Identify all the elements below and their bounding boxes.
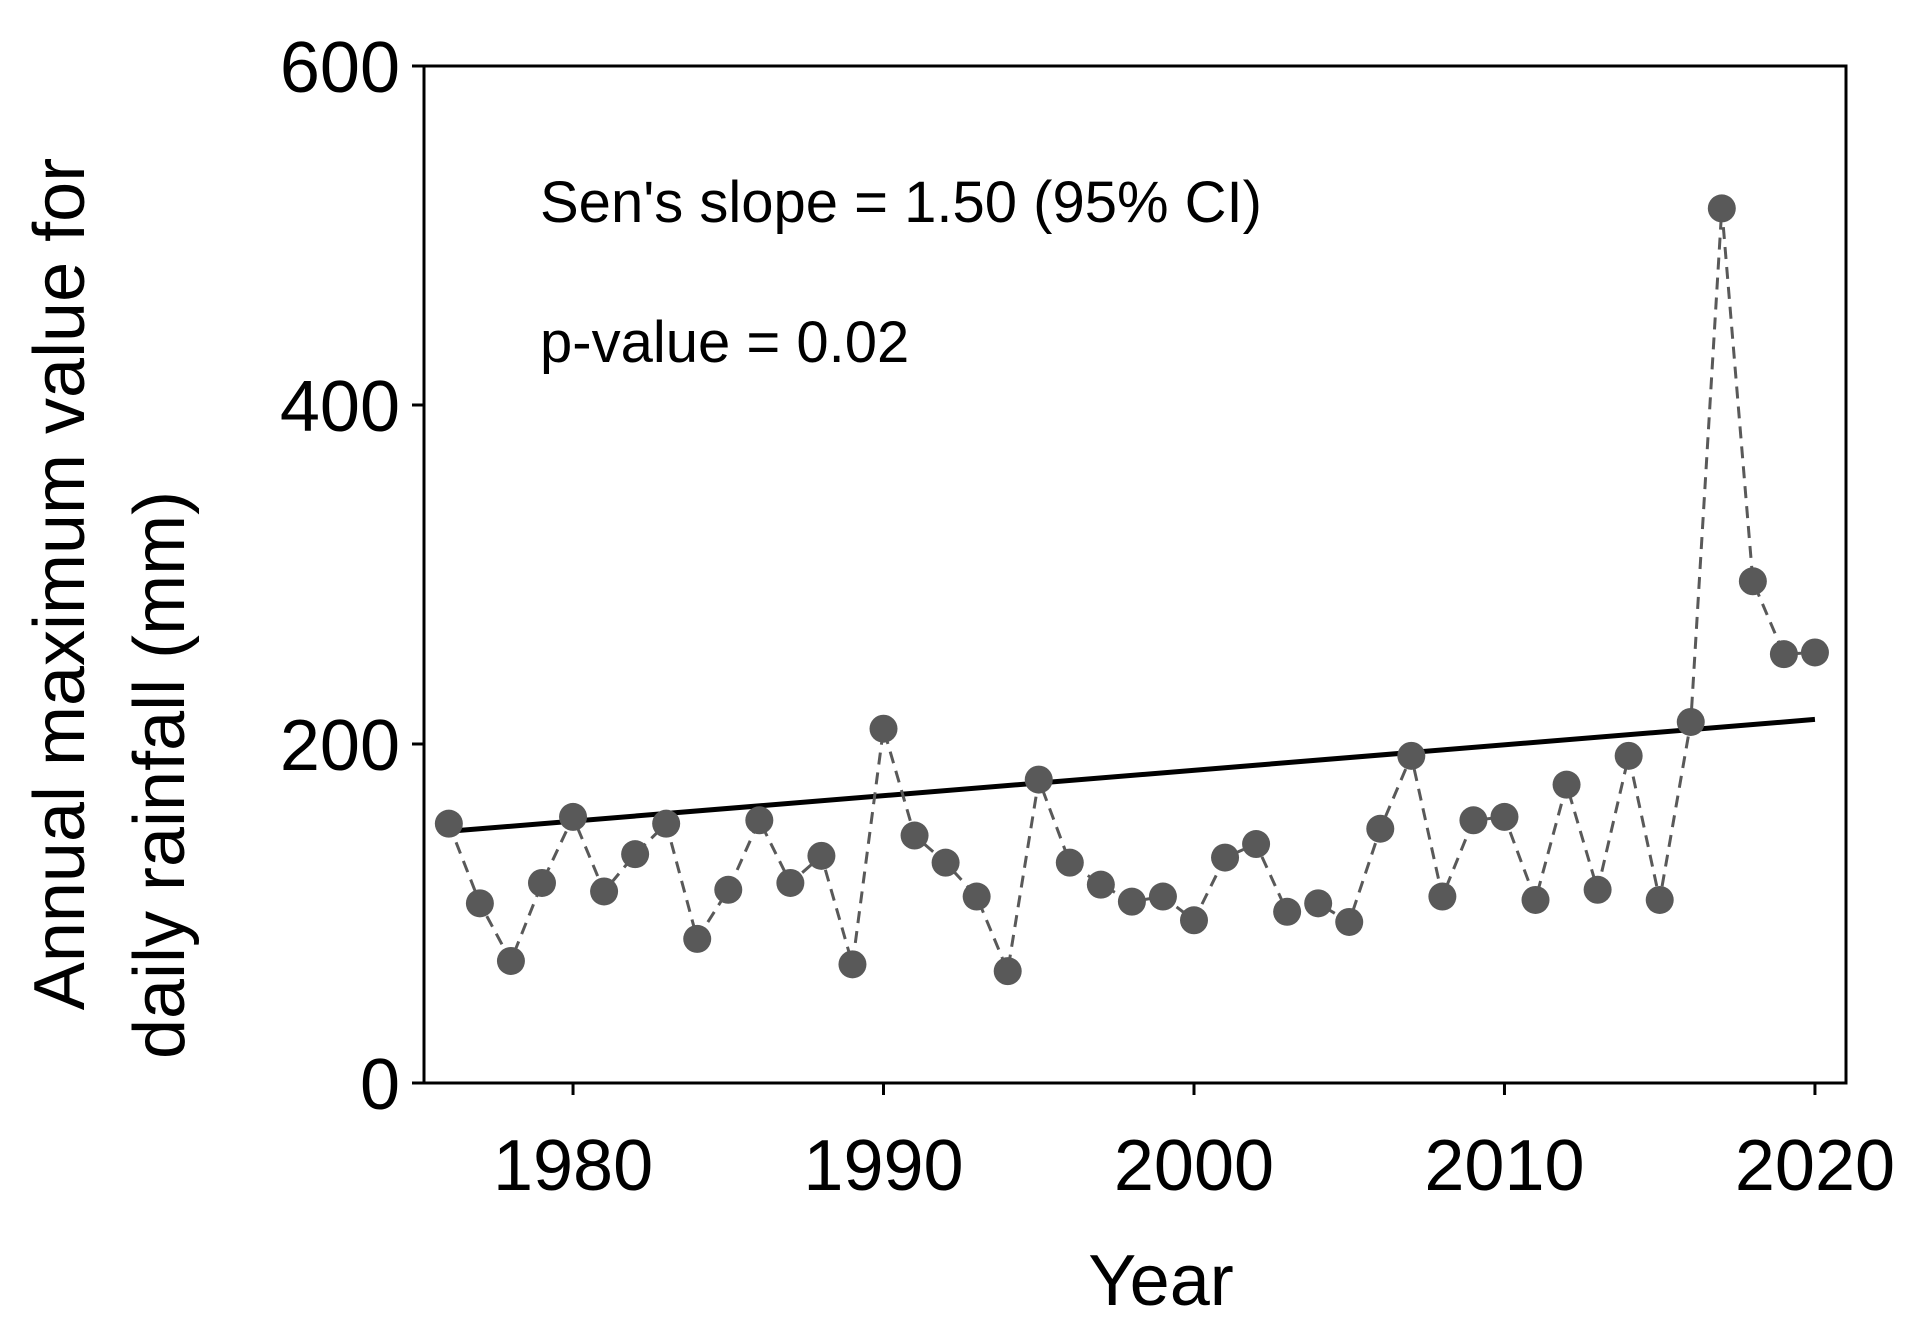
rainfall-data-point	[1645, 885, 1674, 914]
rainfall-data-point	[838, 950, 867, 979]
plot-layer: 0 200 400 600 1980 1990 2000 2010 2020	[280, 28, 1895, 1206]
x-tick-label: 2000	[1114, 1126, 1274, 1206]
rainfall-data-point	[1304, 889, 1333, 918]
rainfall-data-point	[993, 957, 1022, 986]
rainfall-data-point	[869, 714, 898, 743]
x-tick-label: 2010	[1424, 1126, 1584, 1206]
rainfall-data-point	[1738, 567, 1767, 596]
rainfall-data-point	[1366, 814, 1395, 843]
sens-slope-trend-line	[448, 716, 1816, 834]
rainfall-data-point	[1459, 806, 1488, 835]
rainfall-data-point	[683, 924, 712, 953]
x-tick-label: 1990	[803, 1126, 963, 1206]
x-axis-title: Year	[1088, 1241, 1233, 1321]
rainfall-data-point	[1273, 897, 1302, 926]
x-tick-label: 1980	[493, 1126, 653, 1206]
rainfall-data-point	[1490, 802, 1519, 831]
rainfall-data-point	[1707, 194, 1736, 223]
rainfall-data-point	[652, 809, 681, 838]
rainfall-data-point	[1086, 870, 1115, 899]
y-tick-label: 0	[360, 1045, 400, 1125]
rainfall-data-point	[1676, 707, 1705, 736]
y-axis-title-line1: Annual maximum value for	[20, 158, 100, 1010]
rainfall-data-point	[527, 868, 556, 897]
rainfall-data-point	[1800, 638, 1829, 667]
rainfall-data-point	[1117, 887, 1146, 916]
rainfall-data-point	[496, 946, 525, 975]
rainfall-data-point	[590, 877, 619, 906]
rainfall-data-point	[1428, 882, 1457, 911]
rainfall-data-point	[1397, 741, 1426, 770]
rainfall-data-point	[1148, 882, 1177, 911]
rainfall-data-point	[1024, 765, 1053, 794]
rainfall-data-point	[1055, 848, 1084, 877]
y-tick-label: 400	[280, 367, 400, 447]
rainfall-data-point	[745, 806, 774, 835]
rainfall-data-point	[559, 802, 588, 831]
rainfall-data-point	[434, 809, 463, 838]
rainfall-data-point	[962, 882, 991, 911]
rainfall-data-point	[776, 868, 805, 897]
x-tick-label: 2020	[1735, 1126, 1895, 1206]
rainfall-data-point	[1179, 906, 1208, 935]
rainfall-data-point	[1242, 830, 1271, 859]
rainfall-data-point	[1583, 875, 1612, 904]
rainfall-data-point	[1552, 770, 1581, 799]
y-tick-label: 200	[280, 706, 400, 786]
rainfall-data-point	[900, 821, 929, 850]
y-axis-title-line2: daily rainfall (mm)	[120, 491, 200, 1059]
rainfall-data-point	[1335, 907, 1364, 936]
rainfall-data-point	[621, 840, 650, 869]
y-tick-label: 600	[280, 28, 400, 108]
rainfall-data-point	[1614, 741, 1643, 770]
rainfall-data-point	[465, 889, 494, 918]
rainfall-data-point	[807, 841, 836, 870]
p-value-annotation: p-value = 0.02	[540, 310, 909, 375]
plot-frame	[422, 64, 1848, 1085]
rainfall-data-point	[1769, 640, 1798, 669]
rainfall-data-point	[931, 848, 960, 877]
rainfall-data-point	[714, 875, 743, 904]
sens-slope-annotation: Sen's slope = 1.50 (95% CI)	[540, 170, 1262, 235]
rainfall-data-point	[1211, 843, 1240, 872]
rainfall-data-point	[1521, 885, 1550, 914]
